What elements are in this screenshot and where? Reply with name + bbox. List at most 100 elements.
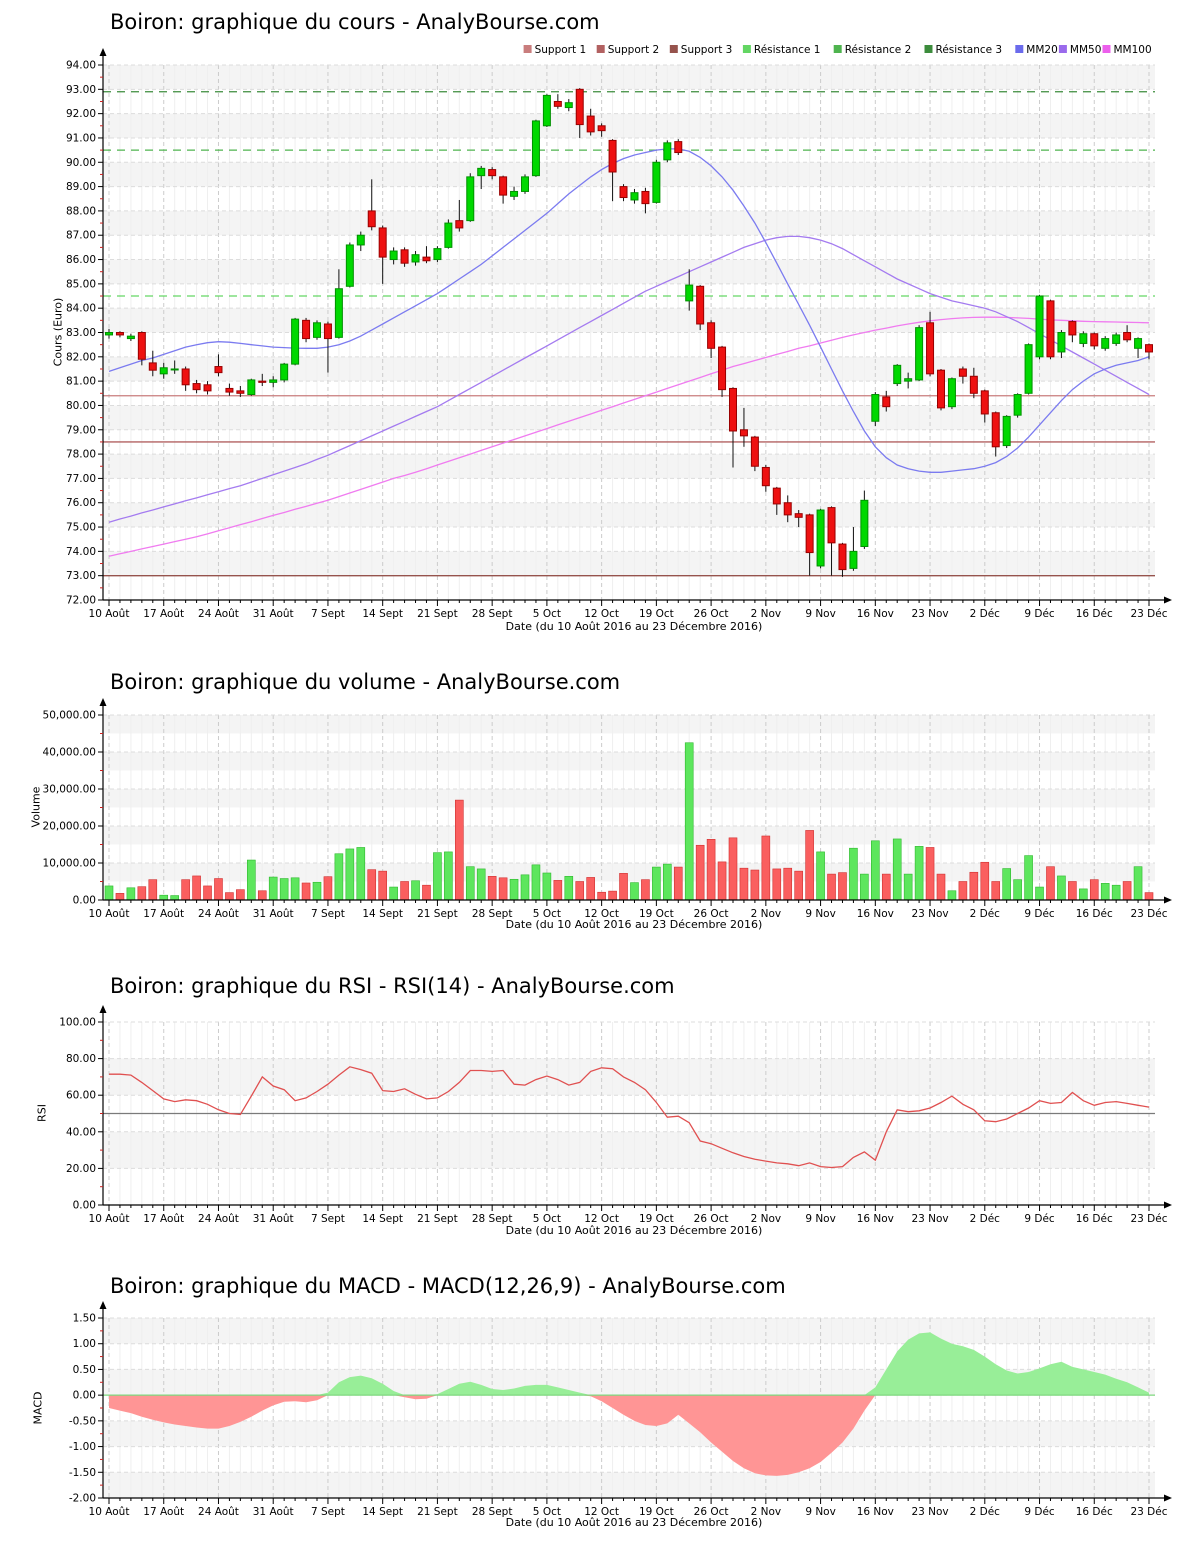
x-tick-label: 16 Nov: [857, 1213, 894, 1225]
volume-bar: [1122, 881, 1132, 901]
x-tick-label: 14 Sept: [362, 1213, 403, 1225]
legend-label: MM50: [1070, 44, 1101, 56]
volume-bar: [378, 870, 387, 901]
y-tick-label: 81.00: [66, 376, 96, 388]
x-tick-label: 19 Oct: [639, 608, 674, 620]
volume-bar: [728, 837, 738, 901]
y-tick-label: 0.00: [73, 895, 96, 907]
volume-bar: [871, 840, 880, 901]
x-tick-label: 16 Déc: [1076, 1506, 1113, 1518]
candle: [827, 507, 836, 544]
legend-label: Support 2: [608, 44, 660, 56]
x-tick-label: 28 Sept: [472, 908, 513, 920]
x-tick-label: 31 Août: [253, 908, 294, 920]
candle: [608, 139, 617, 173]
x-tick-label: 2 Déc: [970, 608, 1001, 620]
candle: [455, 220, 464, 229]
candle: [882, 396, 891, 408]
volume-bar: [991, 881, 1001, 901]
legend-label: Résistance 2: [845, 44, 912, 56]
legend-swatch: [924, 45, 933, 53]
legend-swatch: [833, 45, 842, 53]
x-tick-label: 23 Nov: [911, 1506, 948, 1518]
cours-x-axis-title: Date (du 10 Août 2016 au 23 Décembre 201…: [505, 620, 763, 633]
candle: [378, 227, 387, 258]
volume-bar: [214, 878, 223, 901]
volume-bar: [783, 867, 793, 901]
volume-bar: [772, 868, 782, 901]
volume-bar: [356, 847, 366, 901]
y-tick-label: 1.50: [73, 1313, 96, 1325]
volume-bar: [794, 870, 803, 901]
candle: [838, 543, 847, 571]
candle: [805, 514, 814, 554]
candle: [849, 550, 858, 569]
x-tick-label: 17 Août: [143, 1506, 184, 1518]
volume-bar: [1002, 868, 1011, 901]
x-tick-label: 24 Août: [198, 1506, 239, 1518]
x-tick-label: 14 Sept: [362, 908, 403, 920]
y-tick-label: 72.00: [66, 595, 96, 607]
candle: [411, 254, 420, 263]
y-tick-label: 75.00: [66, 522, 96, 534]
candle: [302, 319, 311, 340]
y-tick-label: 60.00: [66, 1090, 96, 1102]
candle: [247, 379, 256, 396]
volume-bar: [542, 872, 552, 901]
y-tick-label: 40,000.00: [43, 747, 96, 759]
x-tick-label: 2 Déc: [970, 1506, 1001, 1518]
x-axis-arrow-icon: [1164, 896, 1172, 904]
candle: [1101, 338, 1110, 349]
volume-bar: [181, 879, 190, 901]
volume-bar: [1133, 866, 1143, 901]
candle: [269, 379, 278, 383]
candle: [499, 176, 508, 196]
candle: [926, 322, 935, 375]
volume-chart-title: Boiron: graphique du volume - AnalyBours…: [110, 670, 621, 694]
x-tick-label: 7 Sept: [311, 1213, 345, 1225]
y-tick-label: 73.00: [66, 570, 96, 582]
candle: [170, 368, 179, 371]
volume-bar: [1079, 888, 1088, 901]
y-axis-arrow-icon: [99, 48, 107, 56]
x-tick-label: 2 Nov: [751, 908, 782, 920]
candle: [969, 375, 978, 394]
x-tick-label: 23 Déc: [1130, 1506, 1167, 1518]
legend-label: Résistance 1: [754, 44, 821, 56]
y-tick-label: 77.00: [66, 473, 96, 485]
volume-bar: [663, 863, 672, 901]
candle: [1134, 338, 1143, 349]
x-tick-label: 12 Oct: [584, 908, 619, 920]
legend-swatch: [596, 45, 605, 53]
y-tick-label: -0.50: [69, 1415, 96, 1427]
candle: [619, 186, 628, 199]
y-tick-label: 91.00: [66, 132, 96, 144]
candle: [542, 94, 551, 127]
x-tick-label: 9 Nov: [805, 1506, 836, 1518]
macd-negative-area: [109, 1395, 1149, 1476]
candle: [794, 513, 803, 518]
volume-bar: [958, 881, 968, 901]
volume-bar: [433, 852, 442, 901]
x-tick-label: 16 Déc: [1076, 908, 1113, 920]
volume-bar: [936, 873, 946, 901]
volume-bar: [1111, 884, 1121, 901]
volume-bar: [903, 873, 913, 901]
candle: [323, 323, 332, 340]
volume-bar: [126, 887, 136, 901]
candle: [389, 250, 398, 261]
x-tick-label: 31 Août: [253, 608, 294, 620]
candle: [630, 192, 639, 201]
legend-swatch: [1015, 45, 1024, 53]
legend-label: MM20: [1026, 44, 1057, 56]
candle: [586, 115, 595, 133]
y-tick-label: 79.00: [66, 424, 96, 436]
legend-swatch: [1102, 45, 1111, 53]
volume-bar: [455, 799, 464, 901]
x-tick-label: 2 Nov: [751, 608, 782, 620]
candle: [1079, 333, 1088, 344]
x-tick-label: 9 Nov: [805, 1213, 836, 1225]
x-tick-label: 17 Août: [143, 1213, 184, 1225]
candle: [291, 318, 300, 365]
